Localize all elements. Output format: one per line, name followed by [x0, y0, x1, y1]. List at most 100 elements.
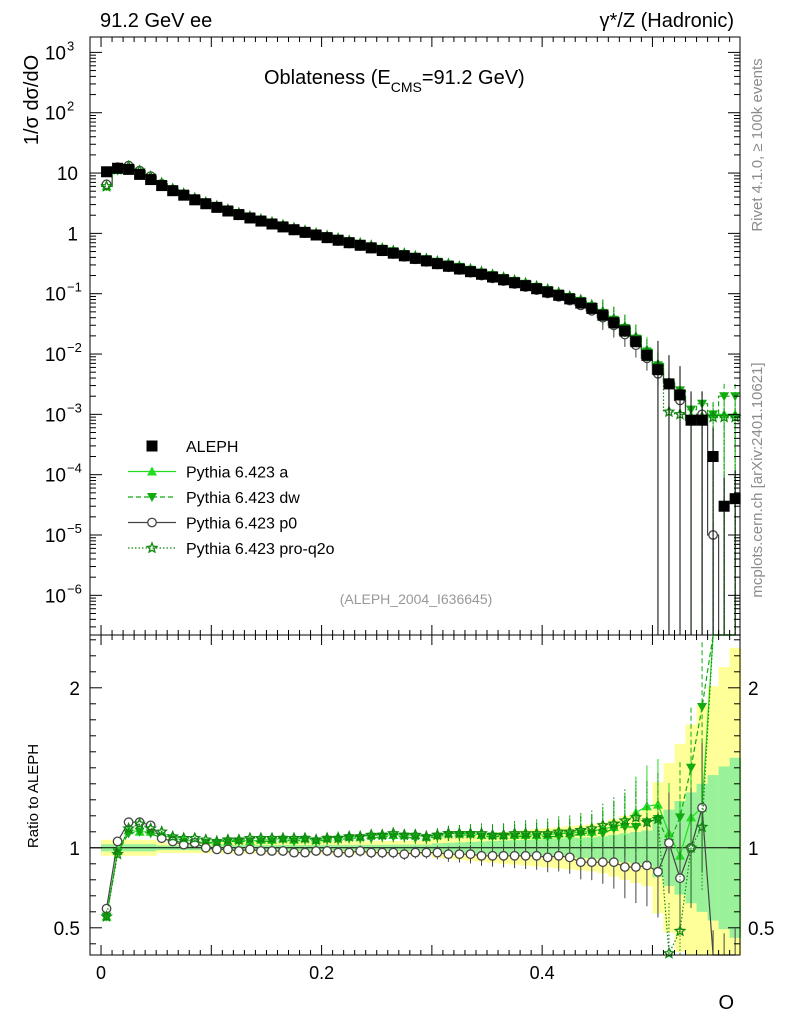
- data-point-pythia-pro-q2o: [221, 833, 235, 846]
- data-point-pythia-p0: [267, 846, 277, 856]
- y-tick-label: 10: [45, 586, 66, 607]
- data-point-pythia-pro-q2o: [122, 821, 136, 834]
- data-point-aleph: [123, 163, 135, 175]
- data-point-pythia-dw: [697, 703, 708, 712]
- data-point-pythia-pro-q2o: [695, 820, 709, 833]
- data-point-pythia-p0: [278, 846, 288, 856]
- ratio-y-tick-label-left: 0.5: [54, 919, 80, 940]
- data-point-pythia-p0: [211, 844, 222, 855]
- data-point-pythia-p0: [597, 857, 608, 868]
- data-point-pythia-pro-q2o: [375, 828, 389, 841]
- data-point-aleph: [674, 389, 686, 401]
- data-point-pythia-pro-q2o: [442, 826, 455, 839]
- data-point-aleph: [464, 266, 476, 278]
- data-point-aleph: [156, 180, 168, 192]
- data-point-aleph: [409, 252, 421, 264]
- y-tick-label: 10: [45, 466, 66, 487]
- data-point-aleph: [200, 198, 212, 210]
- data-point-aleph: [641, 349, 653, 361]
- data-point-aleph: [619, 325, 631, 337]
- legend-label: Pythia 6.423 p0: [186, 516, 297, 533]
- legend-label: Pythia 6.423 a: [186, 465, 288, 482]
- data-point-pythia-pro-q2o: [640, 815, 654, 828]
- data-point-pythia-p0: [245, 844, 255, 855]
- data-point-pythia-p0: [344, 847, 355, 858]
- data-point-aleph: [597, 309, 609, 321]
- data-point-pythia-pro-q2o: [662, 946, 676, 959]
- data-point-pythia-pro-q2o: [287, 831, 301, 844]
- data-point-pythia-p0: [366, 847, 377, 858]
- x-tick-label: 0.2: [309, 963, 334, 983]
- data-point-pythia-p0: [664, 838, 674, 848]
- data-point-aleph: [299, 226, 311, 238]
- series-aleph: [101, 162, 741, 635]
- y-tick-label: 10: [45, 345, 66, 366]
- y-tick-label: 10: [45, 285, 66, 306]
- data-point-aleph: [134, 168, 146, 180]
- data-point-pythia-pro-q2o: [133, 817, 147, 830]
- data-point-aleph: [498, 274, 510, 286]
- data-point-pythia-dw: [686, 763, 697, 773]
- data-point-aleph: [608, 317, 620, 329]
- legend-entry-pythia-6-423-pro-q2o: Pythia 6.423 pro-q2o: [128, 541, 335, 558]
- data-point-aleph: [266, 218, 278, 230]
- data-point-pythia-p0: [465, 849, 476, 860]
- data-point-pythia-pro-q2o: [309, 833, 323, 846]
- header-left: 91.2 GeV ee: [100, 10, 212, 32]
- data-point-aleph: [101, 166, 113, 178]
- legend-entry-aleph: ALEPH: [146, 439, 238, 456]
- data-point-pythia-pro-q2o: [353, 829, 367, 842]
- data-point-pythia-pro-q2o: [607, 817, 621, 830]
- data-point-aleph: [310, 229, 322, 241]
- data-point-pythia-pro-q2o: [397, 828, 411, 841]
- data-point-aleph: [509, 277, 521, 289]
- data-point-pythia-pro-q2o: [408, 828, 422, 841]
- data-point-aleph: [288, 224, 300, 236]
- y-tick-exponent: 3: [67, 38, 74, 53]
- ratio-y-tick-label-right: 2: [748, 679, 759, 700]
- data-point-pythia-pro-q2o: [618, 813, 632, 826]
- data-point-pythia-pro-q2o: [364, 828, 378, 841]
- data-point-pythia-p0: [553, 850, 564, 861]
- data-point-aleph: [332, 234, 344, 246]
- data-point-pythia-pro-q2o: [100, 179, 113, 192]
- data-point-pythia-p0: [222, 844, 233, 855]
- data-point-pythia-p0: [487, 850, 498, 861]
- data-point-pythia-p0: [509, 850, 520, 861]
- y-tick-exponent: −6: [67, 581, 82, 596]
- ratio-line: [105, 634, 736, 917]
- data-point-aleph: [453, 263, 465, 275]
- legend-label: ALEPH: [186, 439, 238, 456]
- chart-title-end: =91.2 GeV): [422, 67, 525, 89]
- x-tick-label: 0.4: [530, 963, 555, 983]
- ratio-line: [105, 634, 736, 917]
- data-point-aleph: [586, 302, 598, 314]
- data-point-pythia-pro-q2o: [342, 829, 356, 842]
- data-point-aleph: [442, 260, 454, 272]
- data-point-pythia-p0: [476, 850, 487, 861]
- data-point-aleph: [244, 212, 256, 224]
- data-point-pythia-p0: [642, 860, 652, 871]
- data-point-aleph: [145, 174, 157, 186]
- main-panel-data: [100, 159, 742, 636]
- ratio-y-tick-label-right: 1: [748, 839, 759, 860]
- data-point-aleph: [343, 237, 355, 249]
- data-point-pythia-p0: [564, 852, 575, 863]
- data-point-aleph: [233, 209, 245, 221]
- data-point-pythia-dw: [708, 410, 719, 420]
- data-point-pythia-pro-q2o: [177, 831, 191, 844]
- data-point-aleph: [685, 414, 697, 426]
- data-point-pythia-pro-q2o: [585, 821, 599, 834]
- data-point-pythia-a: [147, 466, 157, 476]
- data-point-pythia-pro-q2o: [166, 829, 180, 842]
- data-point-aleph: [365, 242, 377, 254]
- y-tick-exponent: 2: [67, 99, 74, 114]
- data-point-aleph: [387, 247, 399, 259]
- data-point-pythia-p0: [333, 847, 344, 858]
- data-point-pythia-p0: [432, 847, 443, 858]
- y-tick-exponent: −4: [67, 461, 82, 476]
- data-point-pythia-pro-q2o: [541, 826, 555, 839]
- data-point-aleph: [321, 232, 333, 244]
- data-point-pythia-p0: [355, 846, 366, 856]
- rivet-version-label: Rivet 4.1.0, ≥ 100k events: [749, 58, 766, 231]
